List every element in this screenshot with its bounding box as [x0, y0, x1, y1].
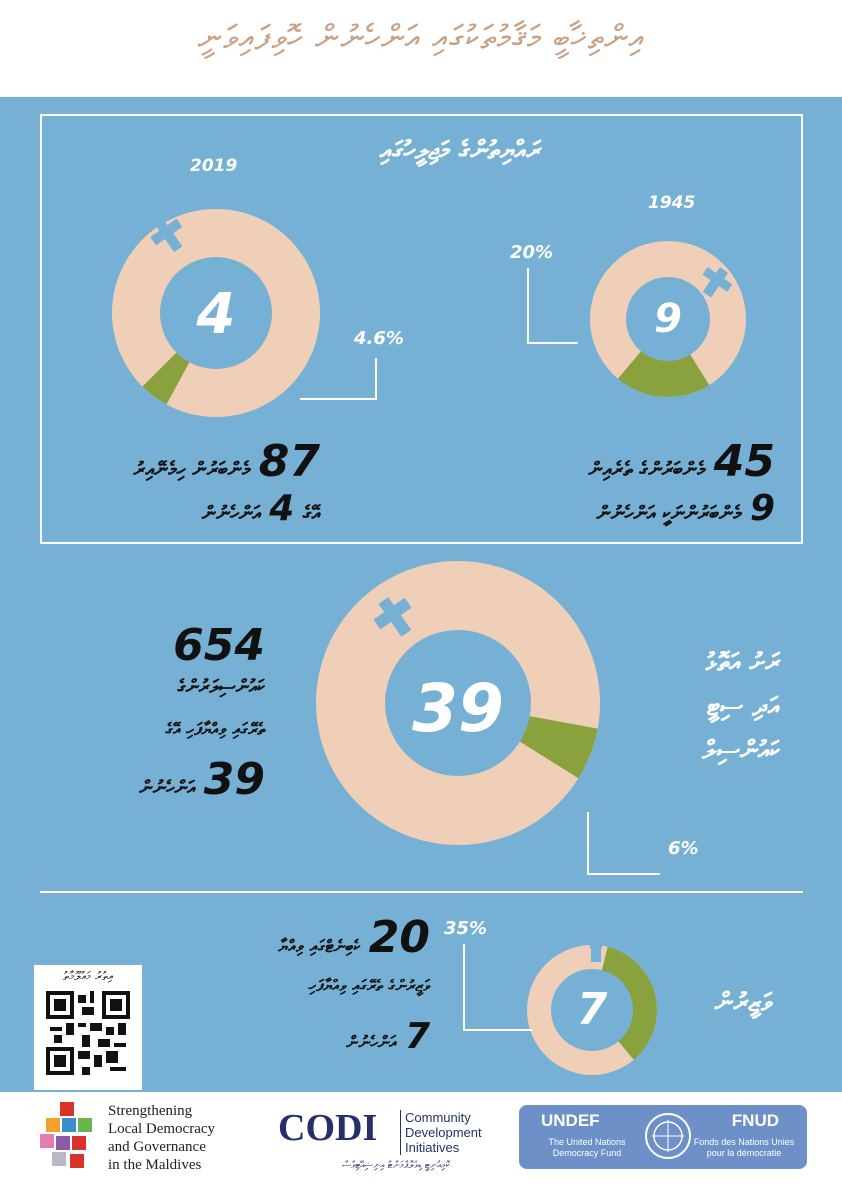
sldg-line1: Strengthening	[108, 1103, 193, 1119]
leader-cabinet	[463, 944, 532, 1031]
councils-line3: އަންހެނުން	[139, 777, 196, 799]
text-2019-line2b: އަންހެނުން	[201, 501, 261, 525]
donut-2019-hole	[160, 257, 272, 369]
councils-text: 654 ކައުންސިލަރުންގެ ތެރޭގައި ވިއްޔާފަހި…	[100, 620, 265, 810]
num-7: 7	[404, 1016, 430, 1057]
text-2019-line2a: އޭގެ	[302, 501, 320, 525]
sldg-line3: and Governance	[108, 1139, 206, 1155]
text-1945-line1: މެންބަރުންގެ ތެރެއިން	[588, 457, 706, 481]
parliament-heading: ރައްޔިތުންގެ މަޖިލީހުގައި	[379, 136, 542, 166]
num-9: 9	[749, 488, 775, 529]
num-4: 4	[269, 488, 295, 529]
sldg-logo: Strengthening Local Democracy and Govern…	[38, 1100, 270, 1180]
divider	[40, 891, 803, 893]
header: އިންތިޚާބީ މަޤާމުތަކުގައި އަންހެނުން ހޮވ…	[0, 0, 842, 97]
undef-subtitle: The United Nations Democracy Fund	[548, 1137, 626, 1158]
center-2019: 4	[196, 282, 236, 347]
qr-caption: އިތުރު މައުލޫމާތު	[63, 969, 113, 983]
codi-line3: Initiatives	[405, 1140, 460, 1155]
num-39: 39	[203, 754, 265, 805]
codi-logo: CODI Community Development Initiatives ކ…	[278, 1102, 518, 1182]
un-emblem-icon	[645, 1113, 691, 1159]
leader-councils	[587, 812, 660, 875]
text-1945: 45 މެންބަރުންގެ ތެރެއިން 9 މެންބަރުންނަކ…	[510, 436, 775, 529]
puzzle-icon	[40, 1102, 92, 1168]
qr-code[interactable]	[46, 991, 130, 1075]
fnud-subtitle: Fonds des Nations Unies pour la démocrat…	[693, 1137, 795, 1158]
num-87: 87	[258, 436, 320, 487]
center-cabinet: 7	[576, 984, 608, 1035]
donut-cabinet	[527, 945, 658, 1075]
sldg-line2: Local Democracy	[108, 1121, 216, 1137]
codi-subtitle: ކޮމިއުނިޓީ ޑިވެލޮޕްމަންޓް އިނިޝިއޭޓިވްސް	[342, 1160, 450, 1171]
year-1945: 1945	[648, 193, 696, 213]
text-2019: 87 މެންބަރުން ހިމެނޭއިރު އޭގެ 4 އަންހެނު…	[70, 436, 320, 529]
text-2019-line1: މެންބަރުން ހިމެނޭއިރު	[133, 457, 251, 481]
codi-line1: Community	[405, 1110, 471, 1125]
cabinet-heading: ވަޒީރުން	[714, 988, 772, 1018]
undef-title: UNDEF	[541, 1111, 600, 1130]
donut-1945-hole	[626, 277, 710, 361]
councils-heading-line3: ކައުންސިލް	[702, 736, 780, 766]
fnud-title: FNUD	[731, 1111, 779, 1130]
codi-line2: Development	[405, 1125, 482, 1140]
councils-heading-line1: ރަށު އަތޮޅު	[705, 648, 780, 678]
pct-2019: 4.6%	[354, 328, 404, 349]
center-1945: 9	[654, 296, 682, 342]
pct-1945: 20%	[510, 242, 554, 263]
year-2019: 2019	[190, 156, 238, 176]
parliament-box	[40, 114, 803, 544]
leader-lines	[300, 268, 660, 1031]
donut-2019	[112, 209, 320, 417]
female-symbol-icon	[150, 218, 733, 962]
codi-wordmark: CODI	[278, 1107, 378, 1149]
donut-1945	[590, 241, 746, 397]
sldg-line4: in the Maldives	[108, 1157, 202, 1173]
center-councils: 39	[412, 670, 504, 747]
undef-logo: UNDEF The United Nations Democracy Fund …	[519, 1105, 807, 1169]
num-654: 654	[173, 620, 265, 671]
num-20: 20	[368, 912, 430, 963]
pct-councils: 6%	[668, 838, 699, 859]
donut-councils-hole	[385, 630, 531, 776]
cabinet-line2: ވަޒީރުންގެ ތެރޭގައި ވިއްޔާފަހި	[308, 976, 430, 995]
page-title: އިންތިޚާބީ މަޤާމުތަކުގައި އަންހެނުން ހޮވ…	[197, 18, 645, 58]
cabinet-line3: އަންހެނުން	[346, 1033, 397, 1053]
num-45: 45	[713, 436, 775, 487]
pct-cabinet: 35%	[444, 918, 488, 939]
councils-line2: ތެރޭގައި ވިއްޔާފަހި އޭގެ	[165, 720, 265, 740]
leader-1945	[527, 268, 578, 344]
cabinet-text: 20 ކެބިނެޓްގައި ވިއްޔާ ވަޒީރުންގެ ތެރޭގަ…	[180, 912, 430, 1072]
donut-councils	[316, 561, 600, 845]
donut-cabinet-hole	[551, 969, 633, 1051]
text-1945-line2: މެންބަރުންނަކީ އަންހެނުން	[596, 501, 742, 525]
qr-block: އިތުރު މައުލޫމާތު	[34, 965, 142, 1090]
cabinet-line1: ކެބިނެޓްގައި ވިއްޔާ	[278, 937, 361, 957]
councils-heading-line2: އަދި ސިޓީ	[706, 692, 780, 722]
councils-heading: ރަށު އަތޮޅު އަދި ސިޓީ ކައުންސިލް	[620, 648, 780, 818]
councils-line1: ކައުންސިލަރުންގެ	[177, 676, 265, 698]
leader-2019	[300, 358, 377, 400]
